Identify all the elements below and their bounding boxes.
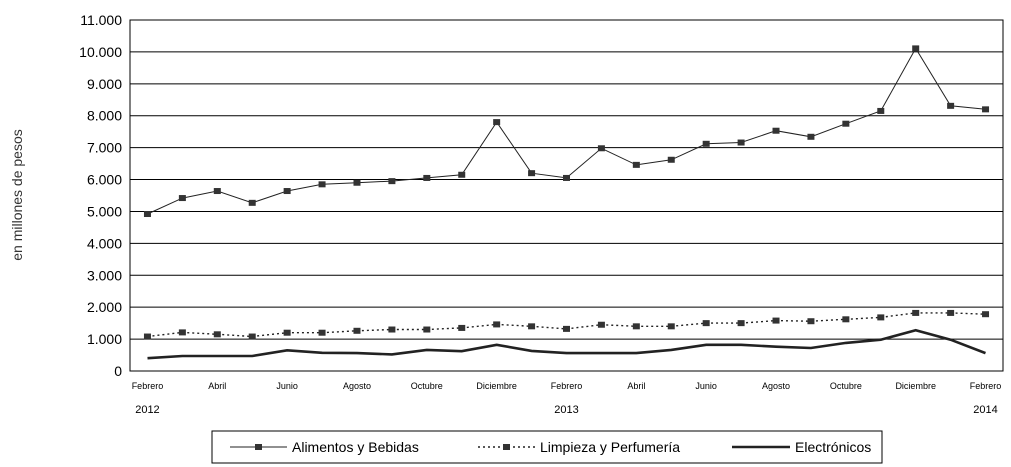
y-tick-label: 7.000: [87, 140, 122, 156]
data-point: [667, 156, 675, 163]
x-year-label: 2012: [135, 404, 159, 416]
y-tick-label: 5.000: [87, 203, 122, 219]
data-point: [597, 321, 605, 328]
legend: Alimentos y Bebidas Limpieza y Perfumería…: [211, 430, 883, 464]
x-tick-label: Agosto: [762, 381, 790, 391]
data-point: [737, 320, 745, 327]
data-point: [737, 139, 745, 146]
legend-label: Alimentos y Bebidas: [292, 439, 419, 455]
data-point: [213, 331, 221, 338]
y-tick-label: 10.000: [79, 44, 122, 60]
x-tick-label: Febrero: [551, 381, 583, 391]
data-point: [667, 323, 675, 330]
series-line: [147, 328, 986, 360]
data-point: [388, 326, 396, 333]
data-point: [807, 318, 815, 325]
x-tick-label: Octubre: [411, 381, 443, 391]
data-point: [563, 174, 570, 181]
data-point: [248, 333, 256, 340]
data-point: [842, 316, 850, 323]
data-point: [458, 324, 466, 331]
data-point: [143, 211, 151, 218]
data-point: [772, 317, 780, 324]
x-tick-label: Junio: [276, 381, 298, 391]
data-point: [318, 181, 326, 188]
y-tick-label: 4.000: [87, 235, 122, 251]
x-tick-label: Octubre: [830, 381, 862, 391]
data-point: [982, 106, 990, 113]
x-tick-label: Abril: [627, 381, 645, 391]
y-tick-label: 8.000: [87, 108, 122, 124]
data-point: [947, 309, 955, 316]
y-tick-label: 11.000: [80, 12, 122, 28]
data-point: [912, 309, 920, 316]
x-tick-label: Diciembre: [476, 381, 517, 391]
series-lines: [143, 45, 990, 360]
data-point: [493, 119, 501, 126]
y-tick-label: 2.000: [87, 299, 122, 315]
data-point: [493, 321, 501, 328]
x-tick-label: Febrero: [970, 381, 1002, 391]
data-point: [213, 188, 221, 195]
y-tick-label: 3.000: [87, 267, 122, 283]
y-tick-label: 0: [114, 363, 122, 379]
data-point: [842, 120, 850, 127]
x-year-label: 2013: [554, 404, 578, 416]
data-point: [143, 333, 151, 340]
series-line: [147, 312, 986, 338]
data-point: [912, 45, 920, 52]
data-point: [283, 329, 291, 336]
data-point: [353, 179, 361, 186]
y-tick-labels: 0 1.000 2.000 3.000 4.000 5.000 6.000 7.000 8.00…: [79, 12, 122, 379]
x-tick-label: Junio: [695, 381, 717, 391]
y-tick-label: 9.000: [87, 76, 122, 92]
x-tick-label: Febrero: [132, 381, 164, 391]
data-point: [947, 102, 955, 109]
data-point: [877, 314, 885, 321]
data-point: [632, 161, 640, 168]
x-tick-label: Abril: [208, 381, 226, 391]
data-point: [597, 145, 605, 152]
x-tick-labels: Febrero Abril Junio Agosto Octubre Diciembre F…: [132, 381, 1002, 416]
gridlines: [129, 19, 1004, 372]
data-point: [702, 320, 710, 327]
y-axis-label: en millones de pesos: [9, 129, 25, 261]
data-point: [528, 170, 536, 177]
data-point: [807, 133, 815, 140]
legend-label: Limpieza y Perfumería: [540, 439, 680, 455]
data-point: [528, 323, 536, 330]
y-tick-label: 6.000: [87, 172, 122, 188]
data-point: [248, 199, 256, 206]
data-point: [632, 323, 640, 330]
legend-marker: [255, 444, 262, 450]
data-point: [877, 107, 885, 114]
data-point: [178, 329, 186, 336]
data-point: [458, 171, 466, 178]
data-point: [318, 329, 326, 336]
data-point: [423, 174, 431, 181]
data-point: [353, 327, 361, 334]
x-tick-label: Diciembre: [895, 381, 936, 391]
x-tick-label: Agosto: [343, 381, 371, 391]
data-point: [563, 325, 570, 332]
data-point: [423, 326, 431, 333]
data-point: [178, 195, 186, 202]
x-year-label: 2014: [973, 404, 997, 416]
data-point: [388, 178, 396, 185]
data-point: [702, 140, 710, 147]
series-line: [147, 47, 986, 215]
data-point: [283, 188, 291, 195]
data-point: [772, 127, 780, 134]
data-point: [982, 311, 990, 318]
legend-label: Electrónicos: [795, 439, 871, 455]
y-tick-label: 1.000: [87, 331, 122, 347]
legend-marker: [503, 444, 510, 450]
